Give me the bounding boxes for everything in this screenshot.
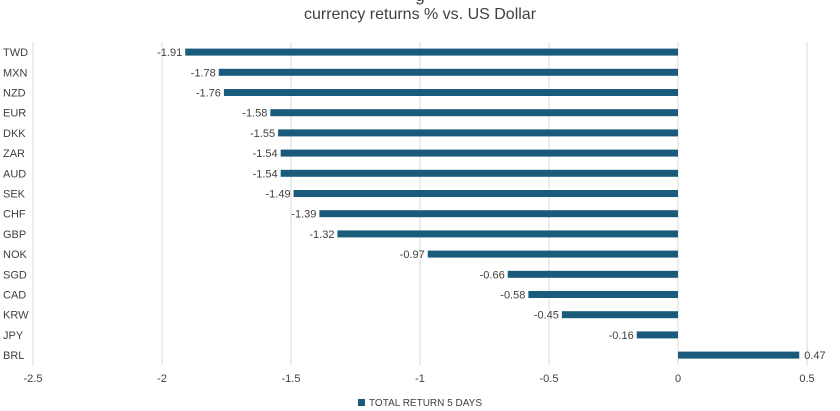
category-label: MXN (3, 67, 28, 79)
category-label: JPY (3, 330, 24, 342)
category-label: AUD (3, 168, 26, 180)
chart-legend: TOTAL RETURN 5 DAYS (0, 398, 840, 409)
bar (561, 311, 678, 319)
category-label: SEK (3, 189, 26, 201)
bar (293, 190, 678, 197)
data-label: -1.32 (309, 229, 334, 241)
bar (636, 331, 678, 339)
category-label: KRW (3, 310, 29, 322)
category-label: GBP (3, 229, 26, 241)
data-label: -1.76 (196, 88, 221, 100)
category-label: DKK (3, 128, 26, 140)
data-label: -0.45 (534, 310, 559, 322)
bar (185, 48, 678, 56)
bar (337, 230, 678, 238)
bar (223, 89, 679, 96)
bar (270, 109, 678, 117)
x-tick-label: -1 (415, 373, 425, 385)
category-label: CHF (3, 209, 26, 221)
x-tick-label: -2 (157, 373, 167, 385)
data-label: -1.54 (253, 148, 278, 160)
bar (278, 129, 678, 137)
data-label: 0.47 (804, 350, 825, 362)
category-label: NZD (3, 88, 26, 100)
data-label: -1.91 (157, 47, 182, 59)
data-label: -1.39 (291, 209, 316, 221)
category-label: SGD (3, 269, 27, 281)
chart-subtitle: currency returns % vs. US Dollar (303, 6, 537, 23)
x-tick-label: -2.5 (24, 373, 43, 385)
category-label: TWD (3, 47, 28, 59)
x-tick-label: -0.5 (540, 373, 559, 385)
bar (280, 169, 678, 177)
x-tick-label: 0.5 (799, 373, 814, 385)
legend-swatch (358, 399, 365, 406)
category-label: ZAR (3, 148, 25, 160)
legend-label: TOTAL RETURN 5 DAYS (369, 398, 482, 409)
data-label: -1.58 (242, 108, 267, 120)
data-label: -0.16 (609, 330, 634, 342)
data-label: -0.66 (480, 269, 505, 281)
category-label: EUR (3, 108, 26, 120)
category-label: BRL (3, 350, 24, 362)
x-tick-label: 0 (675, 373, 681, 385)
bar (678, 351, 800, 359)
data-label: -1.49 (266, 189, 291, 201)
category-label: NOK (3, 249, 28, 261)
category-label: CAD (3, 290, 26, 302)
data-label: -0.97 (400, 249, 425, 261)
chart-title: g (0, 0, 840, 6)
bar (280, 149, 678, 157)
data-label: -1.54 (253, 168, 278, 180)
x-tick-label: -1.5 (282, 373, 301, 385)
bar (507, 270, 678, 278)
bar (427, 250, 678, 258)
bar (528, 291, 678, 298)
bar (319, 210, 678, 218)
data-label: -1.55 (250, 128, 275, 140)
data-label: -1.78 (191, 67, 216, 79)
data-label: -0.58 (500, 290, 525, 302)
bar (218, 68, 678, 76)
